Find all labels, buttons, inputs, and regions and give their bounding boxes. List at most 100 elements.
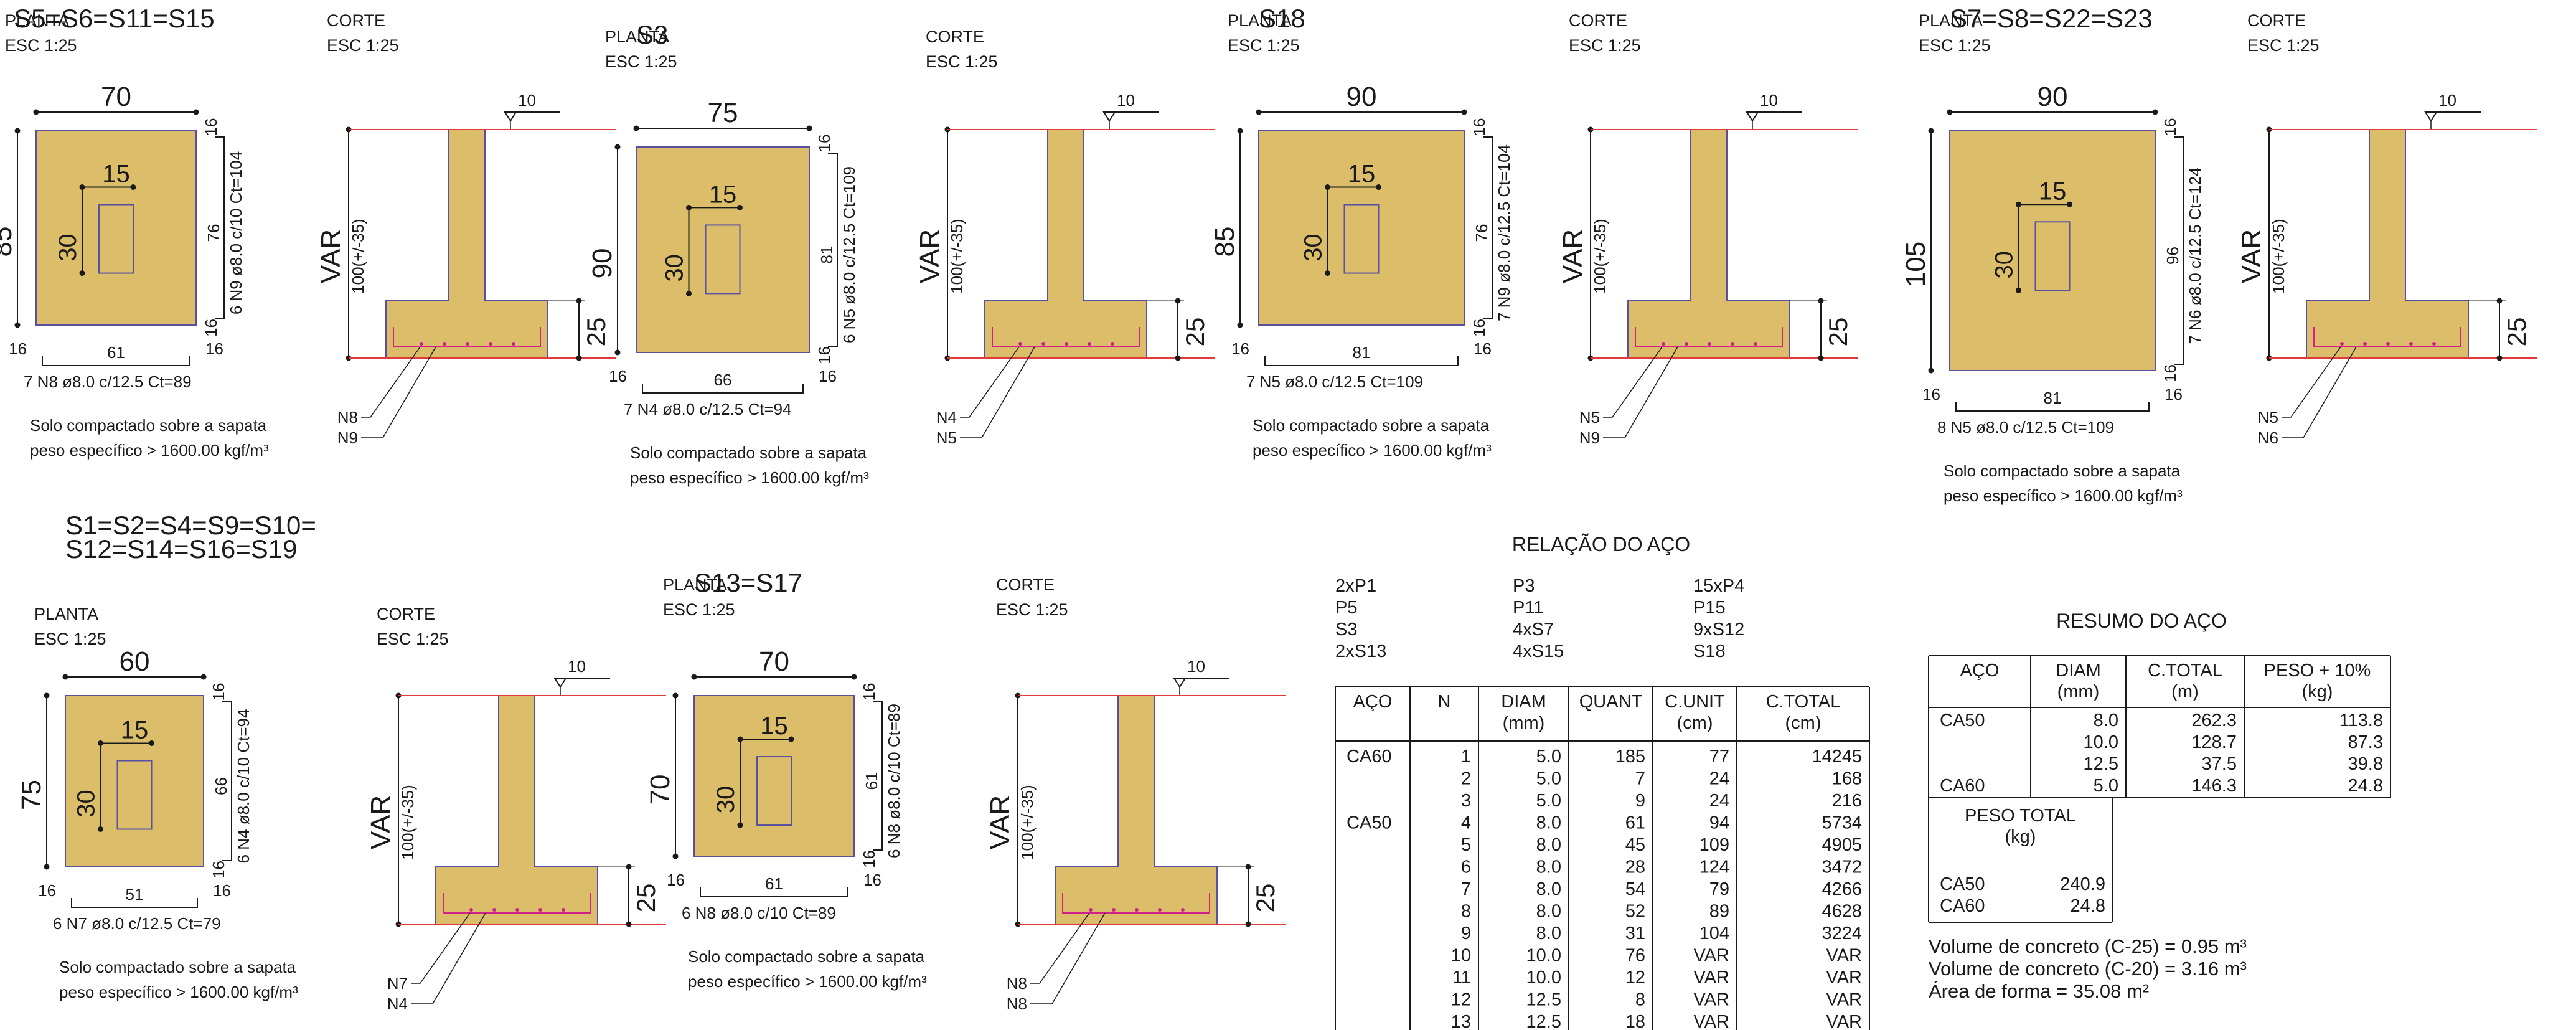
bar-top-text: 16 [202, 118, 220, 136]
bar-right-text: 16 [819, 367, 837, 385]
rebar-dot [420, 342, 423, 346]
pillar-width-text: 15 [2039, 177, 2067, 205]
planta-label: PLANTA [1228, 11, 1292, 30]
dimension-dot [614, 349, 621, 356]
bar-bot-text: 16 [2161, 364, 2179, 382]
var-text: VAR [985, 795, 1015, 849]
level-text: 10 [568, 657, 586, 676]
corte-label: CORTE [377, 605, 435, 623]
planta-label: PLANTA [1919, 11, 1983, 30]
relacao-cell: 10 [1451, 946, 1471, 966]
dimension-dot [98, 826, 103, 832]
rebar-dot [489, 342, 492, 346]
resumo-header: (m) [2171, 682, 2198, 702]
relacao-cell: 52 [1625, 902, 1645, 922]
rebar-y-bracket [222, 701, 232, 861]
pillar-length-text: 30 [1300, 234, 1327, 262]
rebar-x-text: 8 N5 ø8.0 c/12.5 Ct=109 [1937, 418, 2114, 437]
base-height-text: 25 [631, 884, 660, 913]
base-height-text: 25 [581, 318, 611, 347]
bar-top-text: 16 [860, 683, 878, 701]
footing-title: S13=S17 [694, 568, 802, 597]
footing-plan [693, 695, 855, 857]
rebar-line [992, 327, 1140, 347]
rebar-dot [1685, 342, 1688, 346]
dimension-dot [1325, 270, 1330, 276]
level-text: 10 [1117, 91, 1135, 110]
rebar-dot [469, 908, 473, 912]
resumo-cell: 87.3 [2348, 732, 2383, 752]
dimension-dot [626, 921, 632, 927]
rebar-y-text: 7 N6 ø8.0 c/12.5 Ct=124 [2186, 167, 2204, 344]
dimension-dot [79, 270, 85, 276]
bar-bot-text: 16 [860, 850, 878, 868]
width-dim-text: 75 [708, 98, 738, 128]
pillar-outline [98, 204, 134, 274]
pillar-width-text: 15 [760, 712, 788, 740]
dimension-dot [851, 674, 857, 680]
var-text: VAR [1558, 229, 1588, 283]
planta-scale: ESC 1:25 [663, 600, 735, 619]
relacao-cell: 79 [1709, 879, 1729, 899]
relacao-cell: 4 [1461, 813, 1471, 833]
rebar-dot [2386, 342, 2390, 346]
rebar-dot [1754, 342, 1757, 346]
footing-section [1627, 129, 1790, 359]
relacao-cell: 5734 [1822, 813, 1862, 833]
base-height-text: 25 [1823, 318, 1853, 347]
relacao-cell: 10.0 [1526, 968, 1561, 988]
leader-2-text: N6 [2258, 428, 2278, 447]
pillar-length-text: 30 [712, 786, 740, 814]
rebar-dot [2432, 342, 2436, 346]
leader-1-text: N5 [1579, 408, 1600, 427]
rebar-dot [512, 342, 515, 346]
width-dim-text: 70 [759, 646, 789, 677]
level-marker-icon [553, 678, 567, 688]
relacao-cell: CA60 [1347, 747, 1392, 767]
leader-1-text: N8 [337, 408, 358, 427]
rebar-line [1062, 893, 1210, 914]
height-note-text: 100(+/-35) [2269, 219, 2288, 294]
relacao-header: C.TOTAL [1766, 692, 1841, 712]
relacao-cell: 8 [1635, 990, 1645, 1010]
relacao-cell: VAR [1694, 990, 1729, 1010]
corte-scale: ESC 1:25 [1569, 36, 1641, 55]
relacao-cell: VAR [1694, 1012, 1729, 1030]
leader-2-text: N5 [936, 428, 957, 447]
width-dim-text: 70 [101, 82, 131, 112]
base-height-text: 25 [1180, 318, 1210, 347]
pillar-width-text: 15 [1348, 161, 1376, 188]
footing-plan [35, 130, 197, 326]
resumo-cell: CA50 [1940, 711, 1985, 730]
length-dim-text: 90 [587, 248, 618, 279]
dimension-dot [200, 674, 207, 680]
dimension-dot [44, 864, 50, 870]
soil-note-2: peso específico > 1600.00 kgf/m³ [630, 468, 869, 487]
pillar-length-text: 30 [661, 254, 689, 282]
dimension-dot [1175, 355, 1181, 361]
footing-title: S3 [636, 20, 668, 49]
rebar-dot [1731, 342, 1734, 346]
rebar-y-bracket [2174, 136, 2184, 365]
corte-label: CORTE [327, 11, 385, 30]
leader-2 [1030, 912, 1106, 1004]
relacao-cell: 216 [1832, 791, 1862, 811]
resumo-cell: 262.3 [2191, 711, 2237, 730]
level-text: 10 [1760, 91, 1778, 110]
rebar-dot [443, 342, 446, 346]
relacao-cell: VAR [1826, 946, 1862, 966]
bar-center-text: 61 [765, 874, 783, 893]
bar-left-text: 16 [9, 339, 27, 358]
rebar-dot [1181, 908, 1185, 912]
rebar-line [393, 327, 541, 347]
leader-1-text: N8 [1007, 974, 1027, 993]
rebar-y-bracket [215, 136, 225, 319]
dimension-dot [1818, 355, 1824, 361]
relacao-cell: 168 [1832, 769, 1862, 789]
dimension-dot [788, 736, 794, 742]
level-marker-icon [2424, 111, 2438, 122]
relacao-cell: CA50 [1347, 813, 1392, 833]
rebar-dot [538, 908, 542, 912]
bar-right-text: 16 [863, 871, 881, 889]
relacao-header: N [1438, 692, 1451, 712]
